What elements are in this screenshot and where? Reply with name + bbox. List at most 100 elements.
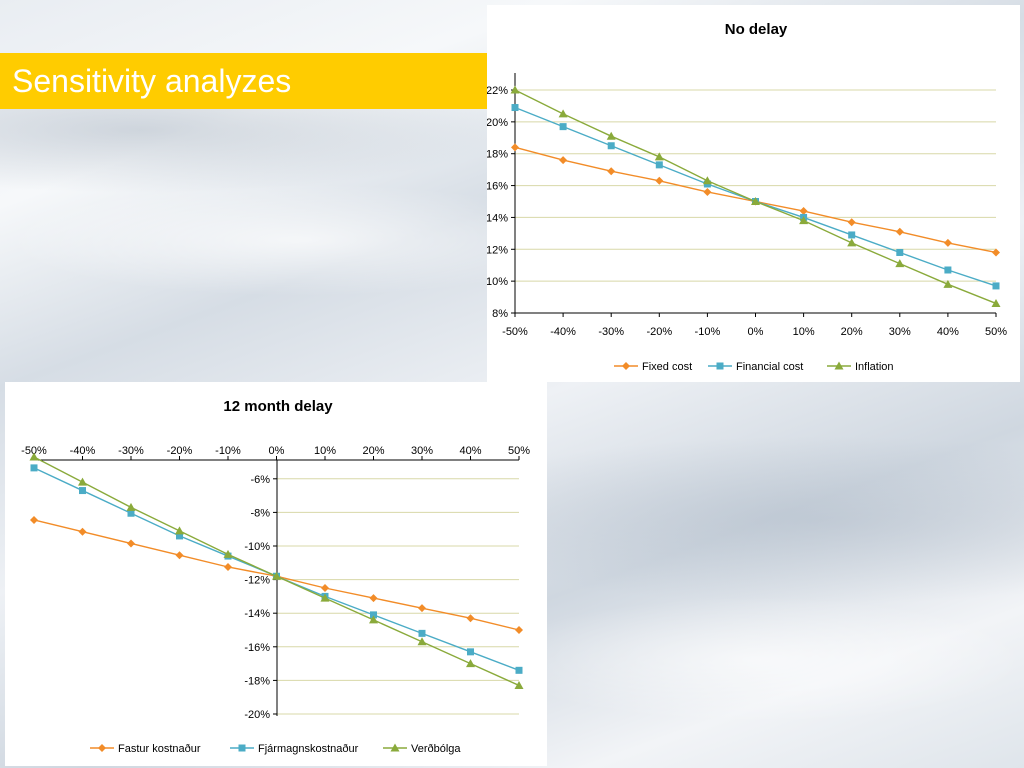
- series-3-point: [943, 279, 953, 288]
- chart-title: No delay: [725, 21, 788, 38]
- legend-marker: [716, 362, 724, 370]
- series-2-point: [944, 266, 952, 274]
- y-tick-label: -18%: [244, 675, 270, 687]
- x-tick-label: -30%: [598, 326, 624, 338]
- twelve-month-delay-chart: 12 month delay -6% -8% -10% -12% -14% -16% -18%…: [21, 398, 530, 755]
- x-tick-label: -10%: [215, 445, 241, 457]
- x-tick-label: 0%: [748, 326, 764, 338]
- series-1-point: [943, 238, 952, 247]
- legend-marker: [98, 744, 106, 752]
- series-3-point: [558, 109, 568, 118]
- series-1-point: [369, 594, 378, 603]
- y-tick-label: 22%: [487, 85, 508, 97]
- x-tick-label: 30%: [411, 445, 433, 457]
- y-tick-label: -20%: [244, 709, 270, 721]
- series-3-point: [847, 238, 857, 247]
- x-tick-label: 20%: [841, 326, 863, 338]
- series-1-point: [847, 218, 856, 227]
- x-tick-label: 40%: [459, 445, 481, 457]
- series-1-point: [515, 626, 523, 634]
- series-1-point: [895, 227, 904, 236]
- y-tick-label: -10%: [244, 541, 270, 553]
- series-1-point: [78, 527, 87, 536]
- series-2-point: [607, 142, 615, 150]
- legend-marker: [390, 743, 400, 752]
- x-tick-label: 0%: [269, 445, 285, 457]
- y-tick-label: -6%: [250, 474, 270, 486]
- series-1-point: [30, 515, 38, 524]
- y-tick-label: 14%: [487, 212, 508, 224]
- x-tick-label: -30%: [118, 445, 144, 457]
- series-3-point: [510, 85, 520, 94]
- series-2-point: [30, 464, 38, 472]
- y-tick-label: 10%: [487, 276, 508, 288]
- x-tick-label: -50%: [21, 445, 47, 457]
- x-tick-label: 10%: [314, 445, 336, 457]
- twelve-month-delay-chart-panel: 12 month delay -6% -8% -10% -12% -14% -16% -18%…: [5, 382, 547, 766]
- series-1-point: [992, 248, 1000, 257]
- x-tick-label: -10%: [695, 326, 721, 338]
- legend-label: Verðbólga: [411, 743, 461, 755]
- series-1-point: [466, 614, 475, 623]
- series-1-point: [175, 551, 184, 560]
- series-2-point: [467, 648, 474, 656]
- x-tick-label: -20%: [167, 445, 193, 457]
- legend-marker: [238, 744, 246, 752]
- x-tick-label: 30%: [889, 326, 911, 338]
- series-2-point: [370, 611, 377, 619]
- legend-label: Inflation: [855, 361, 894, 373]
- series-3-point: [751, 197, 760, 205]
- x-tick-label: -20%: [646, 326, 672, 338]
- no-delay-chart: No delay 8% 10% 12% 14% 16% 18% 20% 22% -50% -40% -…: [487, 21, 1007, 373]
- slide-title: Sensitivity analyzes: [12, 63, 292, 99]
- series-3-point: [223, 549, 233, 558]
- series-2-point: [992, 282, 1000, 290]
- x-tick-label: 50%: [508, 445, 530, 457]
- series-3-point: [991, 298, 1001, 307]
- series-2-point: [127, 509, 135, 517]
- x-tick-label: 50%: [985, 326, 1007, 338]
- series-2-point: [418, 629, 426, 637]
- y-tick-label: -16%: [244, 642, 270, 654]
- series-3-point: [702, 176, 712, 185]
- y-tick-label: -8%: [250, 507, 270, 519]
- legend-marker: [834, 361, 844, 370]
- series-3-point: [654, 152, 664, 161]
- series-2-point: [511, 104, 519, 112]
- series-2-point: [655, 161, 663, 169]
- series-3-point: [78, 477, 87, 486]
- series-1-point: [799, 207, 808, 216]
- x-tick-label: 20%: [362, 445, 384, 457]
- legend-label: Financial cost: [736, 361, 803, 373]
- series-3-point: [514, 680, 524, 689]
- title-banner: Sensitivity analyzes: [0, 53, 487, 109]
- series-3-point: [417, 637, 427, 646]
- series-3-point: [895, 259, 905, 268]
- legend-label: Fixed cost: [642, 361, 692, 373]
- series-1-point: [655, 176, 664, 185]
- legend-label: Fjármagnskostnaður: [258, 743, 359, 755]
- series-2-point: [559, 123, 567, 131]
- y-tick-label: 8%: [492, 308, 508, 320]
- series-2-point: [176, 532, 183, 540]
- legend-label: Fastur kostnaður: [118, 743, 201, 755]
- x-tick-label: -40%: [550, 326, 576, 338]
- series-3-point: [272, 571, 281, 580]
- x-tick-label: -50%: [502, 326, 528, 338]
- chart-title: 12 month delay: [223, 398, 333, 415]
- series-2-point: [896, 248, 904, 256]
- series-1-point: [321, 584, 329, 592]
- series-3-point: [466, 659, 475, 668]
- series-3-point: [320, 593, 330, 602]
- series-1-point: [511, 143, 519, 152]
- series-2-point: [848, 231, 856, 239]
- series-3-point: [369, 615, 378, 624]
- series-line-2: [514, 106, 997, 287]
- x-tick-label: -40%: [70, 445, 96, 457]
- no-delay-chart-panel: No delay 8% 10% 12% 14% 16% 18% 20% 22% -50% -40% -…: [487, 5, 1020, 382]
- series-3-point: [606, 131, 616, 140]
- series-2-point: [515, 666, 523, 674]
- x-tick-label: 10%: [793, 326, 815, 338]
- series-3-point: [29, 452, 39, 461]
- series-3-point: [799, 216, 809, 225]
